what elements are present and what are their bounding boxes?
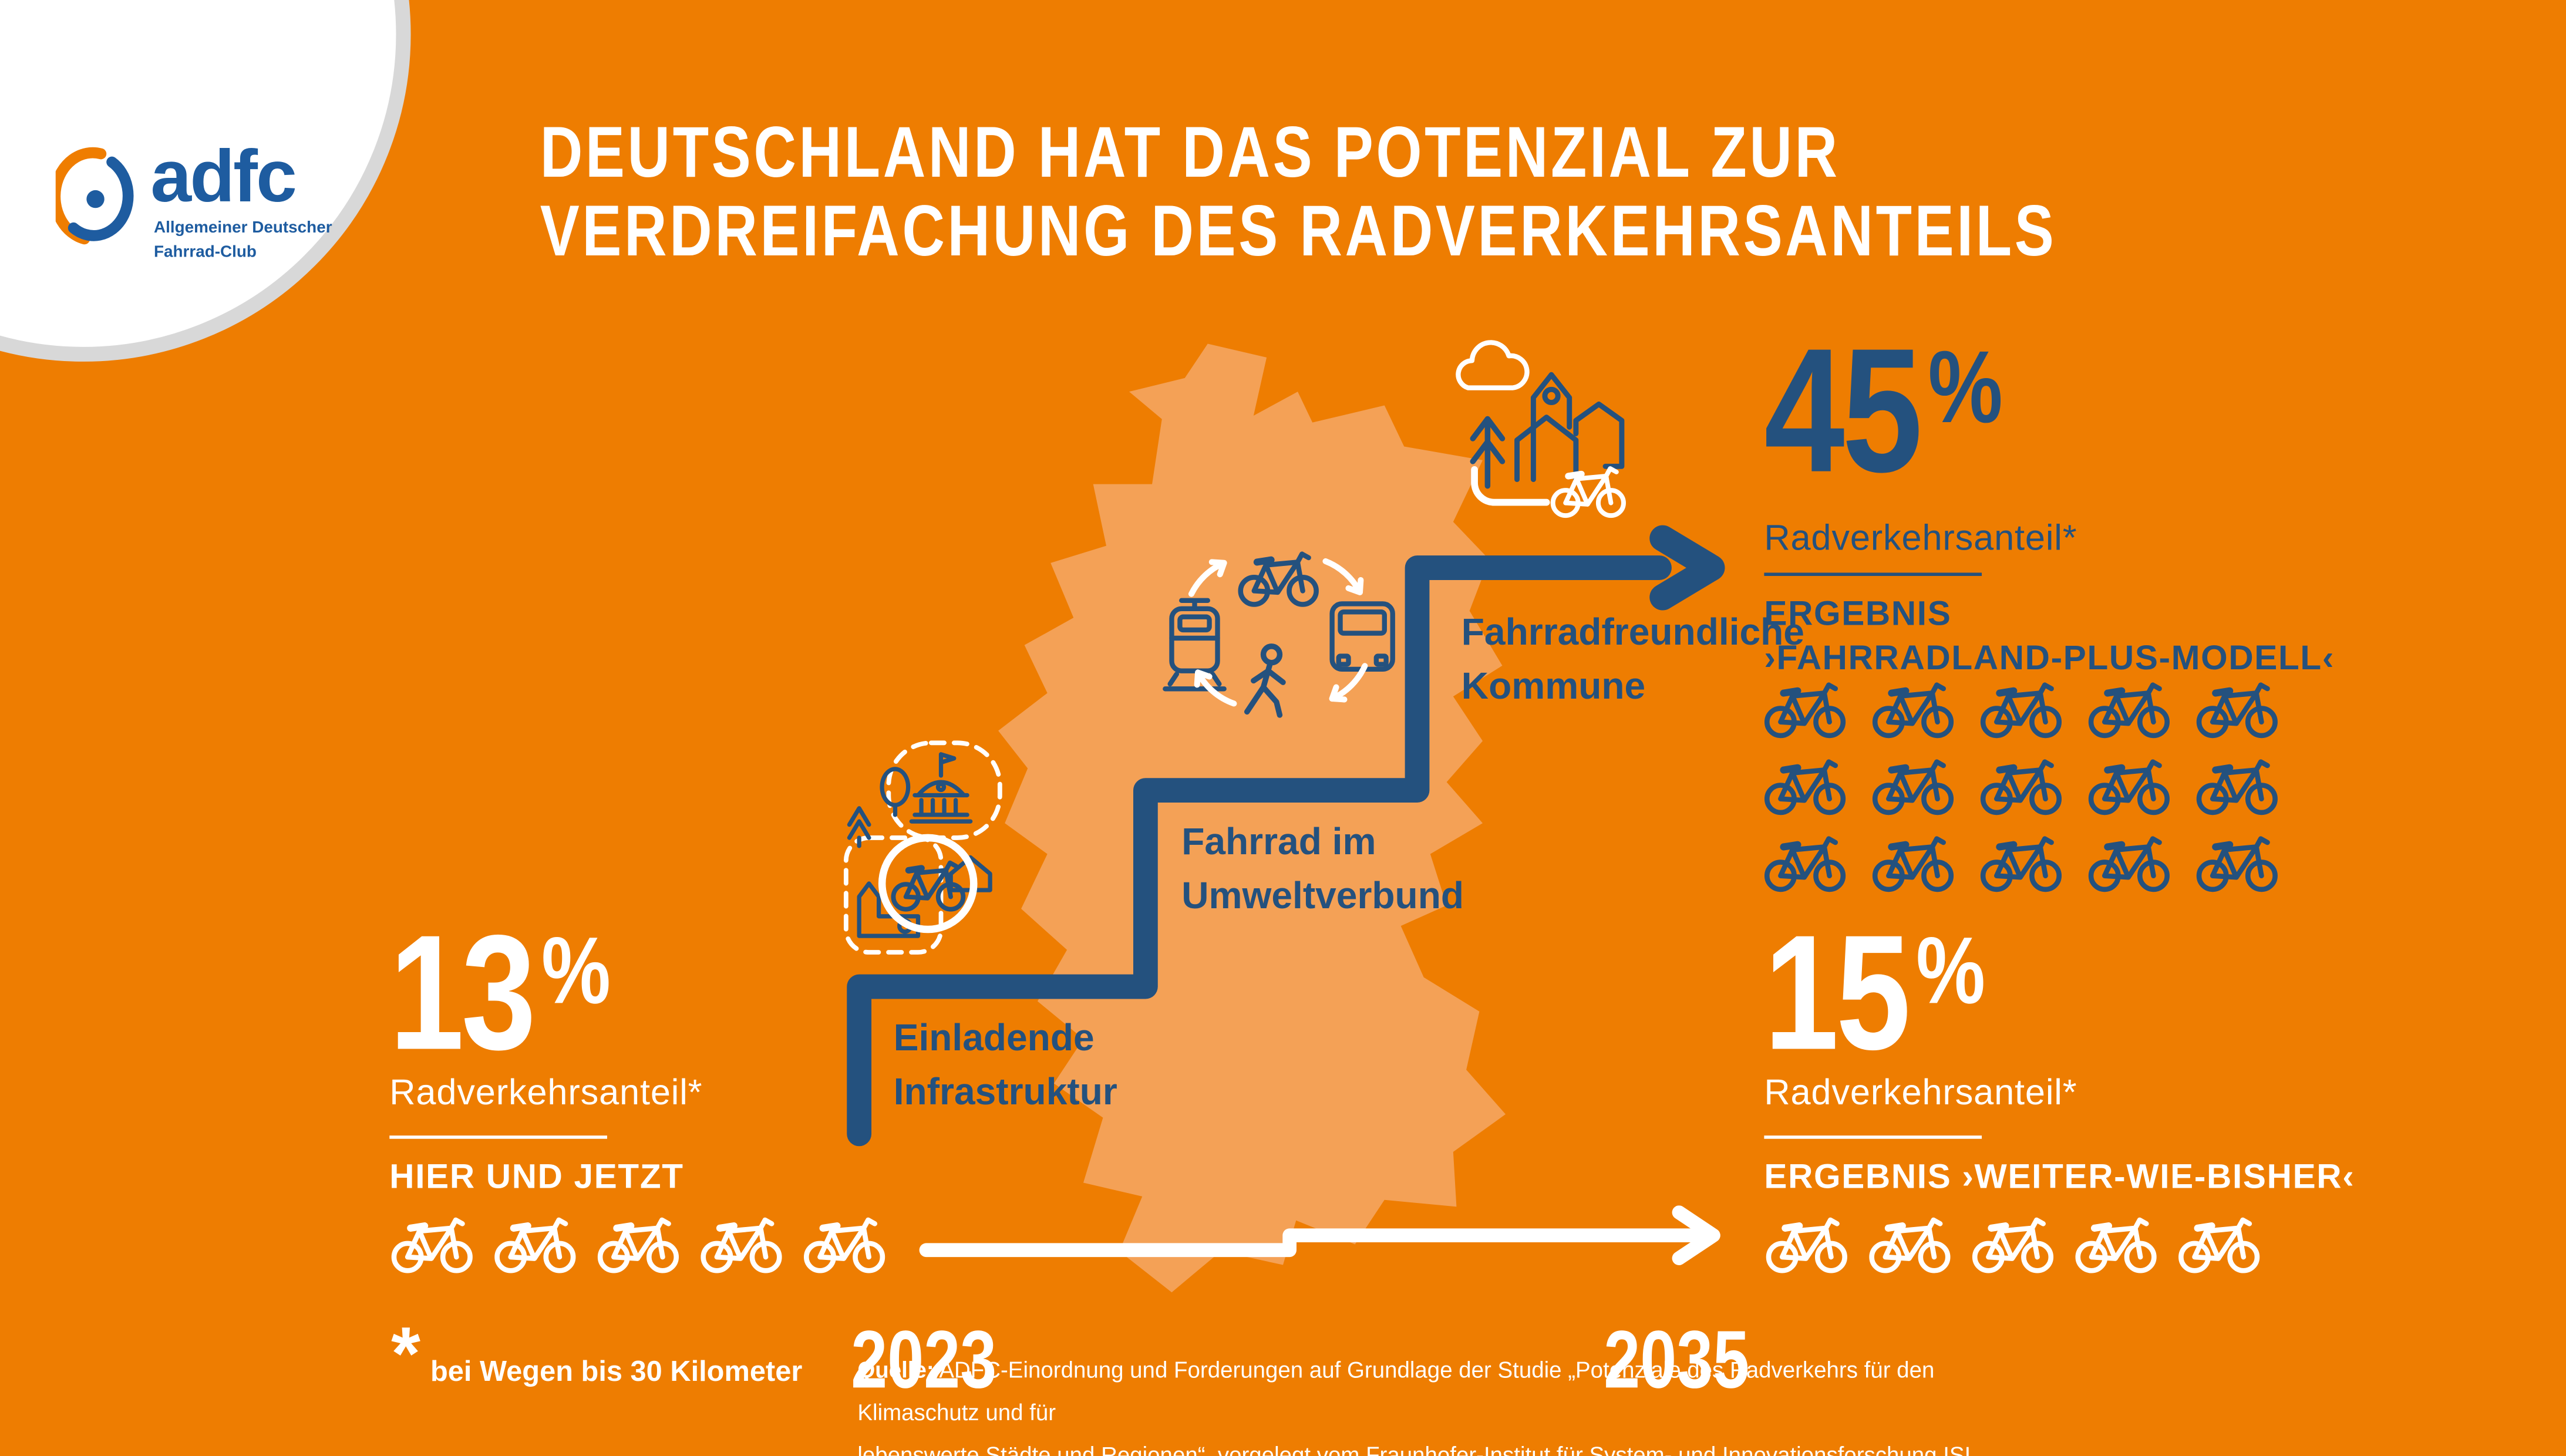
arrowhead-icon xyxy=(1649,525,1725,611)
step-label-kommune: Fahrradfreundliche Kommune xyxy=(1461,610,1804,707)
inviting-infrastructure-icon xyxy=(843,740,1002,955)
town-hall-icon xyxy=(909,752,973,824)
page-title: DEUTSCHLAND HAT DAS POTENZIAL ZUR VERDRE… xyxy=(540,113,2057,272)
bike-friendly-town-icon xyxy=(1456,340,1644,540)
town-buildings-icon xyxy=(1514,372,1625,483)
divider xyxy=(1764,1135,1982,1140)
stat-current-sublabel: HIER UND JETZT xyxy=(389,1158,684,1197)
growth-arrow-icon xyxy=(1470,416,1506,489)
footnote-text: bei Wegen bis 30 Kilometer xyxy=(430,1354,803,1388)
timeline-year-end: 2035 xyxy=(1604,1313,1750,1406)
stat-asusual-value: 15% xyxy=(1764,901,1986,1085)
road-icon xyxy=(1471,466,1550,506)
stat-current-label: Radverkehrsanteil* xyxy=(389,1071,703,1113)
logo-wordmark: adfc xyxy=(150,134,297,218)
divider xyxy=(1764,572,1982,577)
pedestrian-icon xyxy=(1244,643,1286,718)
source-note: Quelle: ADFC-Einordnung und Forderungen … xyxy=(857,1350,2003,1456)
arrowhead-icon xyxy=(1672,1205,1720,1266)
footnote-asterisk: * xyxy=(391,1310,420,1396)
stat-plus-label: Radverkehrsanteil* xyxy=(1764,517,2077,558)
stat-asusual-sublabel: ERGEBNIS ›WEITER-WIE-BISHER‹ xyxy=(1764,1158,2355,1197)
logo-subtitle: Allgemeiner Deutscher Fahrrad-Club xyxy=(153,219,332,261)
route-dashed-icon xyxy=(843,835,944,955)
bike-circle-icon xyxy=(878,834,978,933)
divider xyxy=(389,1135,607,1140)
cycle-arrows-icon xyxy=(1188,558,1368,707)
stat-plus-value: 45% xyxy=(1764,311,2003,509)
tree-icon xyxy=(880,767,911,817)
source-line-2: lebenswerte Städte und Regionen“, vorgel… xyxy=(857,1443,1977,1456)
step-label-umweltverbund: Fahrrad im Umweltverbund xyxy=(1181,820,1464,916)
timeline-year-start: 2023 xyxy=(851,1313,997,1406)
source-line-1: Quelle: ADFC-Einordnung und Forderungen … xyxy=(857,1358,1935,1425)
stat-plus-sublabel: ERGEBNIS ›FAHRRADLAND-PLUS-MODELL‹ xyxy=(1764,595,2335,678)
adfc-wheel-icon xyxy=(55,147,134,245)
house-icon xyxy=(948,855,992,892)
stat-asusual-label: Radverkehrsanteil* xyxy=(1764,1071,2077,1113)
tram-icon xyxy=(1163,598,1227,692)
fir-tree-icon xyxy=(847,806,871,848)
germany-map-silhouette xyxy=(998,343,1506,1293)
stat-current-value: 13% xyxy=(389,901,611,1085)
cloud-icon xyxy=(1456,340,1530,390)
step-label-infrastructure: Einladende Infrastruktur xyxy=(893,1016,1117,1113)
eco-mobility-network-icon xyxy=(1163,548,1395,718)
